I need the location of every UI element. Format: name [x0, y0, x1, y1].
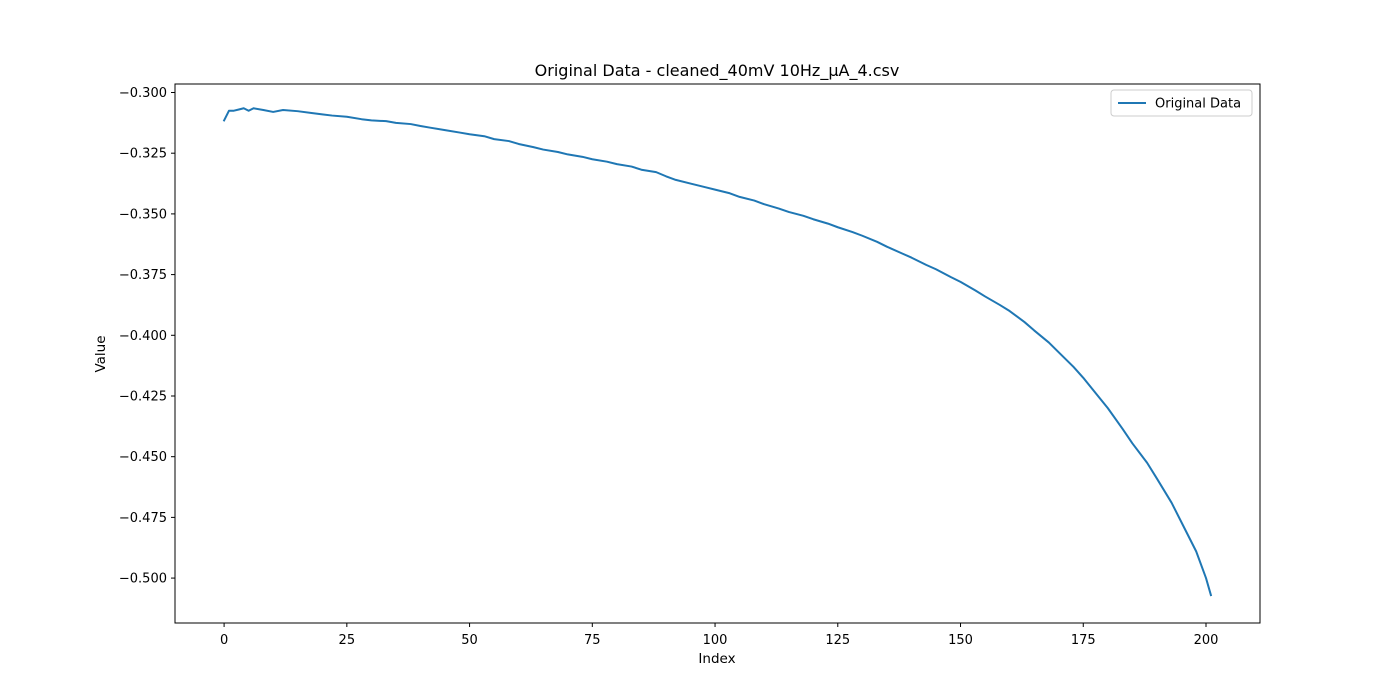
chart-title: Original Data - cleaned_40mV 10Hz_µA_4.c…: [535, 61, 900, 81]
x-axis: 0 25 50 75 100 125 150 175 200: [220, 623, 1218, 648]
y-tick-label: −0.450: [119, 450, 167, 465]
y-tick-label: −0.475: [119, 511, 167, 526]
x-tick-label: 25: [339, 633, 356, 648]
x-tick-label: 200: [1194, 633, 1219, 648]
y-tick-label: −0.400: [119, 329, 167, 344]
y-tick-label: −0.500: [119, 572, 167, 587]
x-tick-label: 75: [584, 633, 601, 648]
y-axis: −0.300 −0.325 −0.350 −0.375 −0.400 −0.425 −0.4…: [119, 86, 175, 587]
legend-label: Original Data: [1155, 97, 1241, 112]
plot-frame: [174, 83, 1261, 624]
x-tick-label: 150: [948, 633, 973, 648]
x-tick-label: 50: [461, 633, 478, 648]
x-tick-label: 0: [220, 633, 228, 648]
y-tick-label: −0.300: [119, 86, 167, 101]
x-tick-label: 175: [1071, 633, 1096, 648]
x-axis-label: Index: [698, 651, 735, 667]
series-line-0: [222, 107, 1213, 597]
y-tick-label: −0.425: [119, 389, 167, 404]
y-tick-label: −0.375: [119, 268, 167, 283]
y-axis-label: Value: [93, 335, 109, 372]
x-tick-label: 100: [703, 633, 728, 648]
legend-box: [1110, 89, 1253, 117]
legend: Original Data: [1110, 89, 1253, 117]
y-tick-label: −0.350: [119, 207, 167, 222]
y-tick-label: −0.325: [119, 147, 167, 162]
x-tick-label: 125: [825, 633, 850, 648]
plot-area: [174, 83, 1261, 624]
